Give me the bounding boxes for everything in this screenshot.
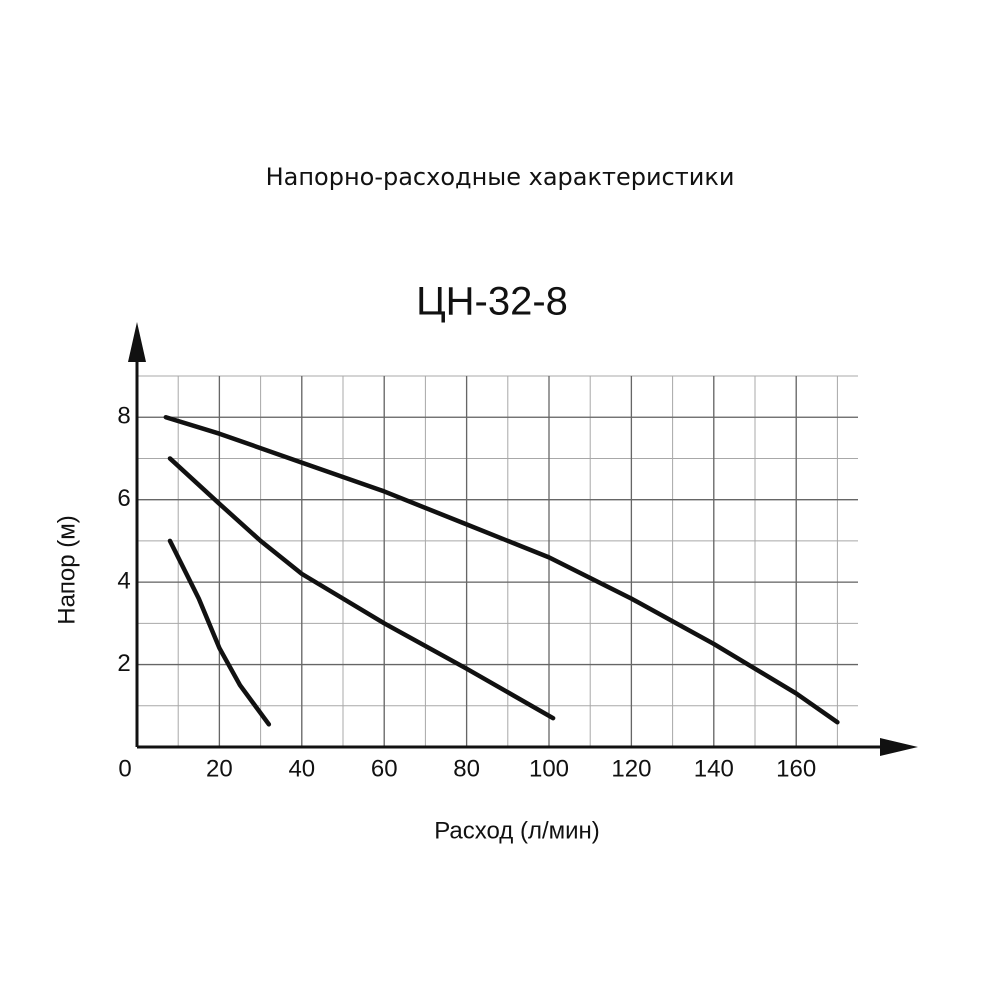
x-tick-label: 40 bbox=[288, 755, 315, 782]
x-tick-label: 120 bbox=[611, 755, 651, 782]
plot-area bbox=[137, 375, 858, 748]
curve bbox=[167, 456, 556, 721]
x-tick-label: 80 bbox=[453, 755, 480, 782]
curve bbox=[167, 538, 272, 727]
x-tick-label: 60 bbox=[371, 755, 398, 782]
x-tick-label: 0 bbox=[118, 755, 131, 782]
y-tick-label: 4 bbox=[117, 567, 130, 594]
x-tick-label: 100 bbox=[529, 755, 569, 782]
y-tick-label: 2 bbox=[117, 650, 130, 677]
axes bbox=[128, 322, 918, 756]
y-axis-arrow bbox=[128, 322, 146, 362]
y-tick-label: 8 bbox=[117, 403, 130, 430]
y-axis-label: Напор (м) bbox=[53, 515, 80, 625]
x-tick-label: 20 bbox=[206, 755, 233, 782]
x-tick-label: 140 bbox=[694, 755, 734, 782]
chart-title: ЦН-32-8 bbox=[416, 280, 568, 324]
curve bbox=[163, 414, 840, 725]
x-tick-label: 160 bbox=[776, 755, 816, 782]
chart-subtitle: Напорно-расходные характеристики bbox=[266, 163, 735, 191]
y-tick-label: 6 bbox=[117, 485, 130, 512]
x-axis-label: Расход (л/мин) bbox=[434, 817, 600, 844]
x-axis-arrow bbox=[880, 738, 918, 756]
